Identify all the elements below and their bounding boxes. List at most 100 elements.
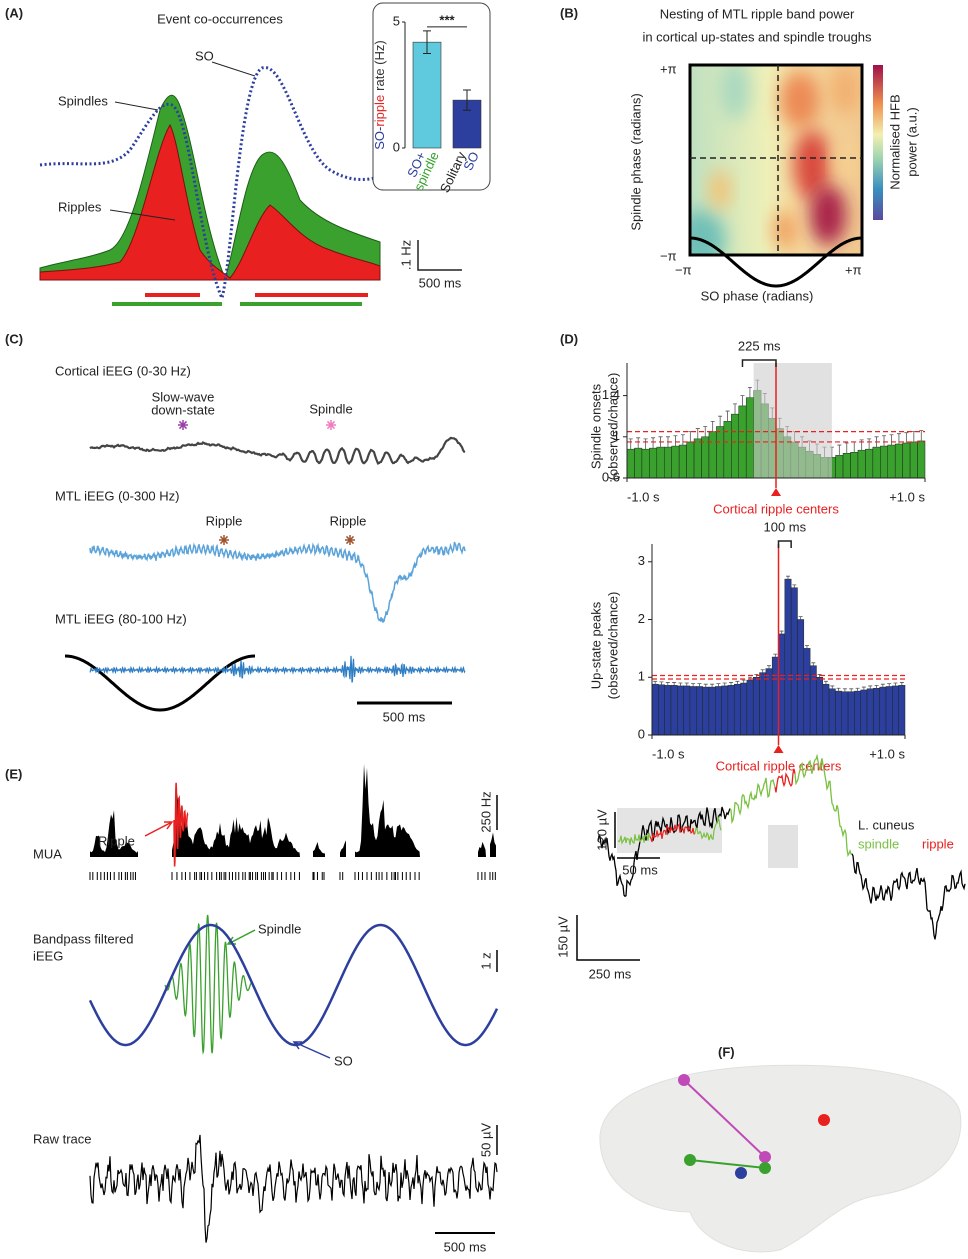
panel-label: (C) <box>5 331 23 346</box>
mua-area <box>172 788 300 857</box>
scale-bar-right <box>576 915 640 961</box>
label: 150 µV <box>555 916 570 958</box>
panel-title: Event co-occurrences <box>157 11 283 26</box>
bar <box>917 440 926 479</box>
label: .1 Hz <box>398 240 413 270</box>
label: Spindle <box>309 401 352 416</box>
error-bar <box>882 435 887 447</box>
heatmap <box>690 65 862 255</box>
zoom-region <box>768 825 798 868</box>
bar <box>828 688 836 736</box>
colorbar-label: power (a.u.) <box>904 107 919 176</box>
label: MTL iEEG (80-100 Hz) <box>55 611 187 626</box>
error-bar <box>678 682 683 686</box>
error-bar <box>896 433 901 445</box>
scale-bar <box>417 240 462 271</box>
marker-label: Cortical ripple centers <box>713 501 839 516</box>
bracket <box>741 359 777 367</box>
axis-label: SO phase (radians) <box>701 288 814 303</box>
label: Ripple <box>206 513 243 528</box>
label: 50 ms <box>622 862 658 877</box>
bar <box>664 446 672 479</box>
bar <box>670 685 678 736</box>
y-tick-label: 1.4 <box>602 387 620 402</box>
significance: *** <box>439 12 455 27</box>
bar <box>873 687 880 736</box>
trace-green <box>729 777 776 825</box>
bar <box>715 686 722 736</box>
panel-label: (A) <box>5 5 23 20</box>
bar <box>850 452 859 479</box>
error-bar <box>785 575 790 580</box>
x-tick-label: +1.0 s <box>869 746 905 761</box>
error-bar <box>423 30 431 54</box>
mua-area <box>90 810 138 857</box>
heat-blob <box>780 72 820 128</box>
colorbar <box>873 65 883 220</box>
error-bar <box>665 682 670 686</box>
bar <box>885 686 893 736</box>
label: SO <box>334 1053 353 1068</box>
error-bar <box>710 683 715 688</box>
bar <box>784 578 792 736</box>
label: +π <box>660 61 677 76</box>
error-bar <box>651 437 656 449</box>
error-bar <box>904 432 909 443</box>
x-tick-label: SO <box>460 149 482 172</box>
mtl-trace <box>89 541 466 623</box>
mua-area <box>313 841 325 857</box>
bar <box>803 648 811 736</box>
label: 500 ms <box>444 1239 487 1254</box>
bracket-label: 100 ms <box>764 519 807 534</box>
bar <box>835 455 844 479</box>
y-tick-label: 3 <box>638 553 645 568</box>
bar <box>626 448 635 479</box>
bar <box>689 686 697 736</box>
bar <box>822 683 830 736</box>
bar <box>854 690 861 736</box>
y-axis-label: (observed/chance) <box>605 373 620 481</box>
line-shape <box>689 1159 766 1169</box>
line-shape <box>345 535 355 545</box>
label: −π <box>660 248 677 263</box>
band-trace <box>89 655 466 683</box>
heatmap-frame <box>688 63 864 257</box>
bar <box>727 685 735 736</box>
bar <box>866 688 874 736</box>
label: 250 ms <box>589 966 632 981</box>
cortical-trace <box>89 436 466 465</box>
label: 250 Hz <box>478 791 493 832</box>
line-shape <box>211 61 256 77</box>
error-bar <box>855 687 860 692</box>
label: SO <box>195 48 214 63</box>
bar <box>678 444 687 479</box>
heat-blob <box>710 170 730 210</box>
line-shape <box>178 420 188 430</box>
error-bar <box>628 438 633 450</box>
error-bar <box>722 682 727 686</box>
y-axis-label-part: ripple <box>372 95 387 127</box>
bar <box>797 619 805 736</box>
panel-title: Nesting of MTL ripple band power <box>660 6 855 21</box>
heat-blob <box>721 65 749 120</box>
error-bar <box>911 431 916 442</box>
error-bar <box>889 434 894 446</box>
label: Ripple <box>330 513 367 528</box>
bar <box>671 445 680 479</box>
error-bar <box>792 584 797 588</box>
error-bar <box>684 682 689 686</box>
label: spindle <box>858 836 899 851</box>
error-bar <box>874 684 879 689</box>
y-axis-label: SO-ripple rate (Hz) <box>372 40 387 149</box>
bar <box>723 421 732 479</box>
error-bar <box>716 683 721 687</box>
error-bar <box>703 683 708 688</box>
y-tick-label: 2 <box>638 611 645 626</box>
bar <box>701 436 710 479</box>
mua-area <box>478 841 486 857</box>
bar <box>721 685 729 736</box>
bar <box>708 686 716 736</box>
marker-triangle <box>771 488 781 496</box>
ripple-area <box>39 123 381 281</box>
bar <box>752 677 760 736</box>
